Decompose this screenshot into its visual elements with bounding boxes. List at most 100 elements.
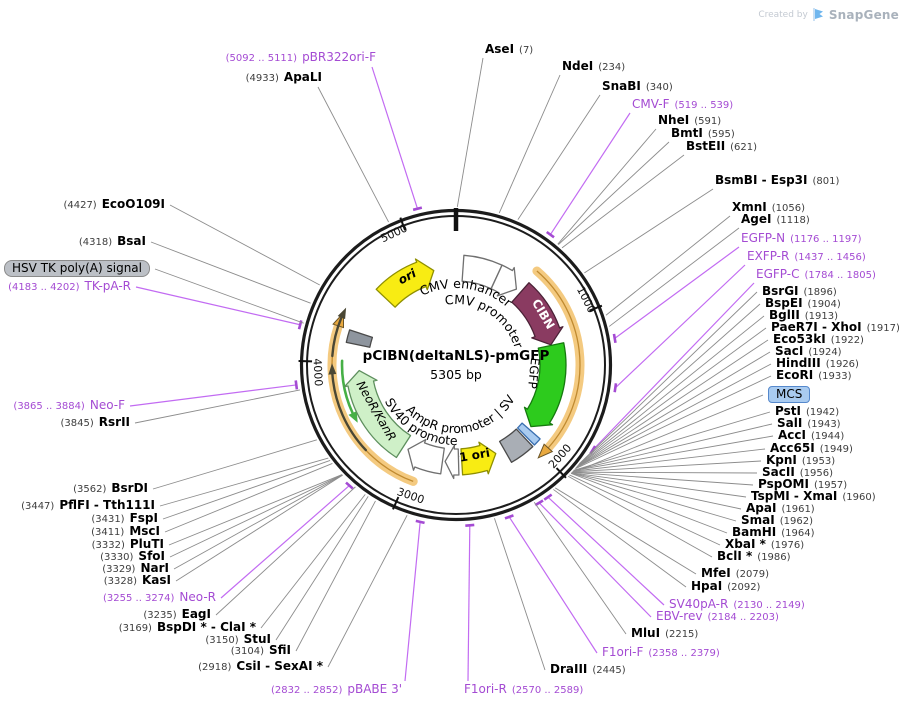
green-orf-arrow-0	[340, 359, 354, 415]
label-line-bsteii	[561, 154, 685, 249]
label-line-bsai	[150, 241, 311, 304]
enzyme-label-bspei: BspEI (1904)	[765, 297, 841, 311]
label-line-tspmi-xmai	[571, 472, 747, 498]
pos-xbai-: (1976)	[770, 540, 805, 551]
pname-cmv-f: CMV-F	[632, 97, 670, 111]
label-line-bsrgi	[579, 291, 758, 465]
label-line-mlui	[533, 502, 627, 635]
label-line-apali	[317, 86, 390, 223]
pos-xmni: (1056)	[771, 203, 806, 214]
enzyme-label-acci: AccI (1944)	[778, 429, 844, 443]
primer-label-tk-pa-r: (4183 .. 4202) TK-pA-R	[8, 280, 131, 294]
pos-nari: (3329)	[102, 564, 136, 575]
feature-cibn	[511, 282, 564, 346]
label-line-xbai-	[569, 474, 721, 546]
ename-tspmi-xmai: TspMI - XmaI	[751, 489, 838, 503]
enzyme-label-bsmbi-esp3i: BsmBI - Esp3I (801)	[715, 174, 839, 188]
ename-bamhi: BamHI	[732, 525, 777, 539]
primer-label-f1ori-f: F1ori-F (2358 .. 2379)	[602, 646, 720, 660]
pos-ndei: (234)	[598, 62, 626, 73]
label-line-nhei	[557, 128, 657, 245]
pos-apali: (4933)	[245, 73, 279, 84]
ename-csii-sexai-: CsiI - SexAI *	[236, 659, 323, 673]
primer-line-pbr322ori-f	[371, 66, 419, 209]
label-line-paer7i-xhoi	[576, 327, 767, 468]
primer-line-neo-f	[129, 384, 297, 407]
label-line-xmni	[605, 215, 731, 316]
primer-line-f1ori-f	[508, 516, 598, 654]
ename-pluti: PluTI	[129, 537, 164, 551]
ename-sfoi: SfoI	[138, 549, 165, 563]
primer-site-mark-egfp-n	[612, 333, 617, 344]
pos-bglii: (1913)	[804, 311, 839, 322]
feature-sv40-poly-a-signal	[498, 428, 534, 463]
ename-nari: NarI	[140, 561, 169, 575]
enzyme-label-bspdi-clai-: (3169) BspDI * - ClaI *	[119, 621, 256, 635]
pos-mlui: (2215)	[665, 629, 699, 640]
dark-orf-arrow-1-head	[337, 307, 347, 320]
label-line-acc65i	[572, 448, 766, 472]
feature-f1-ori	[460, 441, 497, 476]
enzyme-label-bsrgi: BsrGI (1896)	[762, 285, 837, 299]
ename-eco53ki: Eco53kI	[773, 332, 826, 346]
ename-msci: MscI	[129, 524, 160, 538]
pname-ebv-rev: EBV-rev	[656, 609, 703, 623]
enzyme-label-ndei: NdeI (234)	[562, 60, 625, 74]
enzyme-label-kasi: (3328) KasI	[104, 574, 171, 588]
pos-bsmbi-esp3i: (801)	[812, 176, 840, 187]
pos-ecori: (1933)	[818, 371, 852, 382]
ename-ecoo109i: EcoO109I	[101, 197, 165, 211]
pos-bsteii: (621)	[730, 142, 758, 153]
label-line-agei	[608, 227, 740, 327]
ename-asei: AseI	[485, 42, 515, 56]
pos-mfei: (2079)	[735, 569, 770, 580]
label-line-eagi	[215, 486, 356, 616]
label-line-sali	[573, 423, 773, 471]
feature-label-f1-ori: f1 ori	[453, 446, 491, 466]
enzyme-label-eagi: (3235) EagI	[143, 608, 211, 622]
label-line-csii-sexai-	[327, 515, 408, 668]
pname-egfp-c: EGFP-C	[756, 267, 800, 281]
pname-pbabe-3-: pBABE 3'	[347, 682, 402, 696]
enzyme-label-eco53ki: Eco53kI (1922)	[773, 333, 864, 347]
mcs-chip: MCS	[768, 386, 811, 403]
ename-pflfi-tth111i: PflFI - Tth111I	[59, 498, 155, 512]
enzyme-label-mfei: MfeI (2079)	[701, 567, 769, 581]
feature-hsv-tk-poly-a-signal	[345, 329, 374, 348]
primer-label-egfp-c: EGFP-C (1784 .. 1805)	[756, 268, 876, 282]
label-line-fspi	[162, 460, 331, 520]
pos-f1ori-r: (2570 .. 2589)	[511, 685, 584, 696]
label-line-bspei	[578, 303, 761, 466]
enzyme-label-stui: (3150) StuI	[205, 633, 271, 647]
pname-tk-pa-r: TK-pA-R	[84, 279, 132, 293]
pos-bspdi-clai-: (3169)	[118, 623, 152, 634]
ename-kpni: KpnI	[766, 453, 797, 467]
pname-sv40pa-r: SV40pA-R	[669, 597, 729, 611]
enzyme-label-kpni: KpnI (1953)	[766, 454, 835, 468]
enzyme-label-bsrdi: (3562) BsrDI	[73, 482, 148, 496]
ename-paer7i-xhoi: PaeR7I - XhoI	[771, 320, 862, 334]
ename-bsteii: BstEII	[686, 139, 726, 153]
dark-orf-arrow-1	[331, 316, 343, 358]
pos-bamhi: (1964)	[781, 528, 815, 539]
label-line-mcs	[570, 394, 764, 474]
pos-sfii: (3104)	[230, 646, 264, 657]
label-line-saci	[575, 351, 771, 469]
tick-5000	[399, 217, 407, 231]
enzyme-label-apali: (4933) ApaLI	[246, 71, 322, 85]
primer-site-mark-cmv-f	[545, 230, 555, 239]
primer-label-ebv-rev: EBV-rev (2184 .. 2203)	[656, 610, 779, 624]
enzyme-label-hpai: HpaI (2092)	[691, 580, 760, 594]
enzyme-label-bglii: BglII (1913)	[769, 309, 838, 323]
primer-label-neo-f: (3865 .. 3884) Neo-F	[13, 399, 125, 413]
ename-bsrdi: BsrDI	[111, 481, 148, 495]
label-line-rsrii	[134, 389, 301, 424]
label-line-kpni	[572, 460, 762, 473]
enzyme-label-nari: (3329) NarI	[102, 562, 169, 576]
pos-sacii: (1956)	[799, 468, 834, 479]
primer-line-neo-r	[220, 485, 350, 599]
pos-psti: (1942)	[805, 407, 840, 418]
enzyme-label-fspi: (3431) FspI	[91, 512, 158, 526]
enzyme-label-tspmi-xmai: TspMI - XmaI (1960)	[751, 490, 876, 504]
